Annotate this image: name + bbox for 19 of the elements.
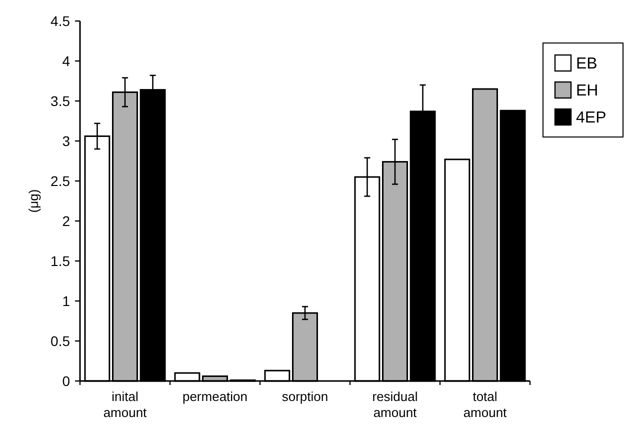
y-tick-label: 0.5 bbox=[50, 332, 70, 349]
x-tick-label: residual amount bbox=[372, 389, 418, 420]
y-tick-label: 3 bbox=[62, 132, 70, 149]
y-tick-label: 2 bbox=[62, 212, 70, 229]
legend-label: 4EP bbox=[576, 110, 606, 127]
y-tick-label: 2.5 bbox=[50, 172, 70, 189]
y-tick-label: 1.5 bbox=[50, 252, 70, 269]
x-tick-label: total amount bbox=[463, 389, 508, 420]
x-tick-label: inital amount bbox=[103, 389, 148, 420]
legend-label: EB bbox=[576, 56, 598, 73]
y-tick-label: 3.5 bbox=[50, 92, 70, 109]
y-tick-label: 4.5 bbox=[50, 12, 70, 29]
x-tick-label: permeation bbox=[182, 389, 248, 404]
x-tick-label: sorption bbox=[282, 389, 328, 404]
y-axis-title: (μg) bbox=[26, 189, 41, 213]
y-tick-label: 1 bbox=[62, 292, 70, 309]
y-tick-label: 4 bbox=[62, 52, 70, 69]
y-tick-label: 0 bbox=[62, 372, 70, 389]
legend-label: EH bbox=[576, 82, 598, 100]
